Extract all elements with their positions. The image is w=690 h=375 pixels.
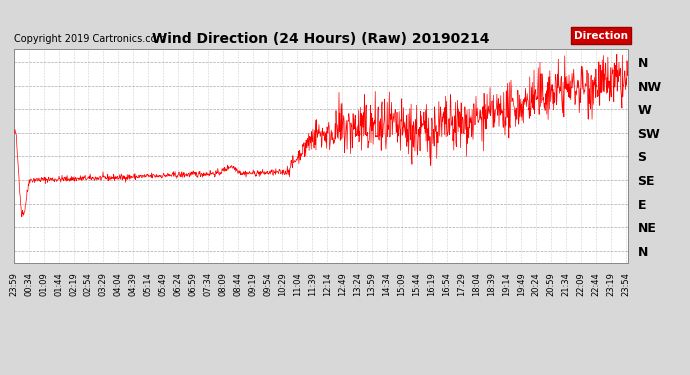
Text: Direction: Direction bbox=[574, 31, 628, 40]
Title: Wind Direction (24 Hours) (Raw) 20190214: Wind Direction (24 Hours) (Raw) 20190214 bbox=[152, 32, 490, 46]
Text: Copyright 2019 Cartronics.com: Copyright 2019 Cartronics.com bbox=[14, 34, 166, 45]
